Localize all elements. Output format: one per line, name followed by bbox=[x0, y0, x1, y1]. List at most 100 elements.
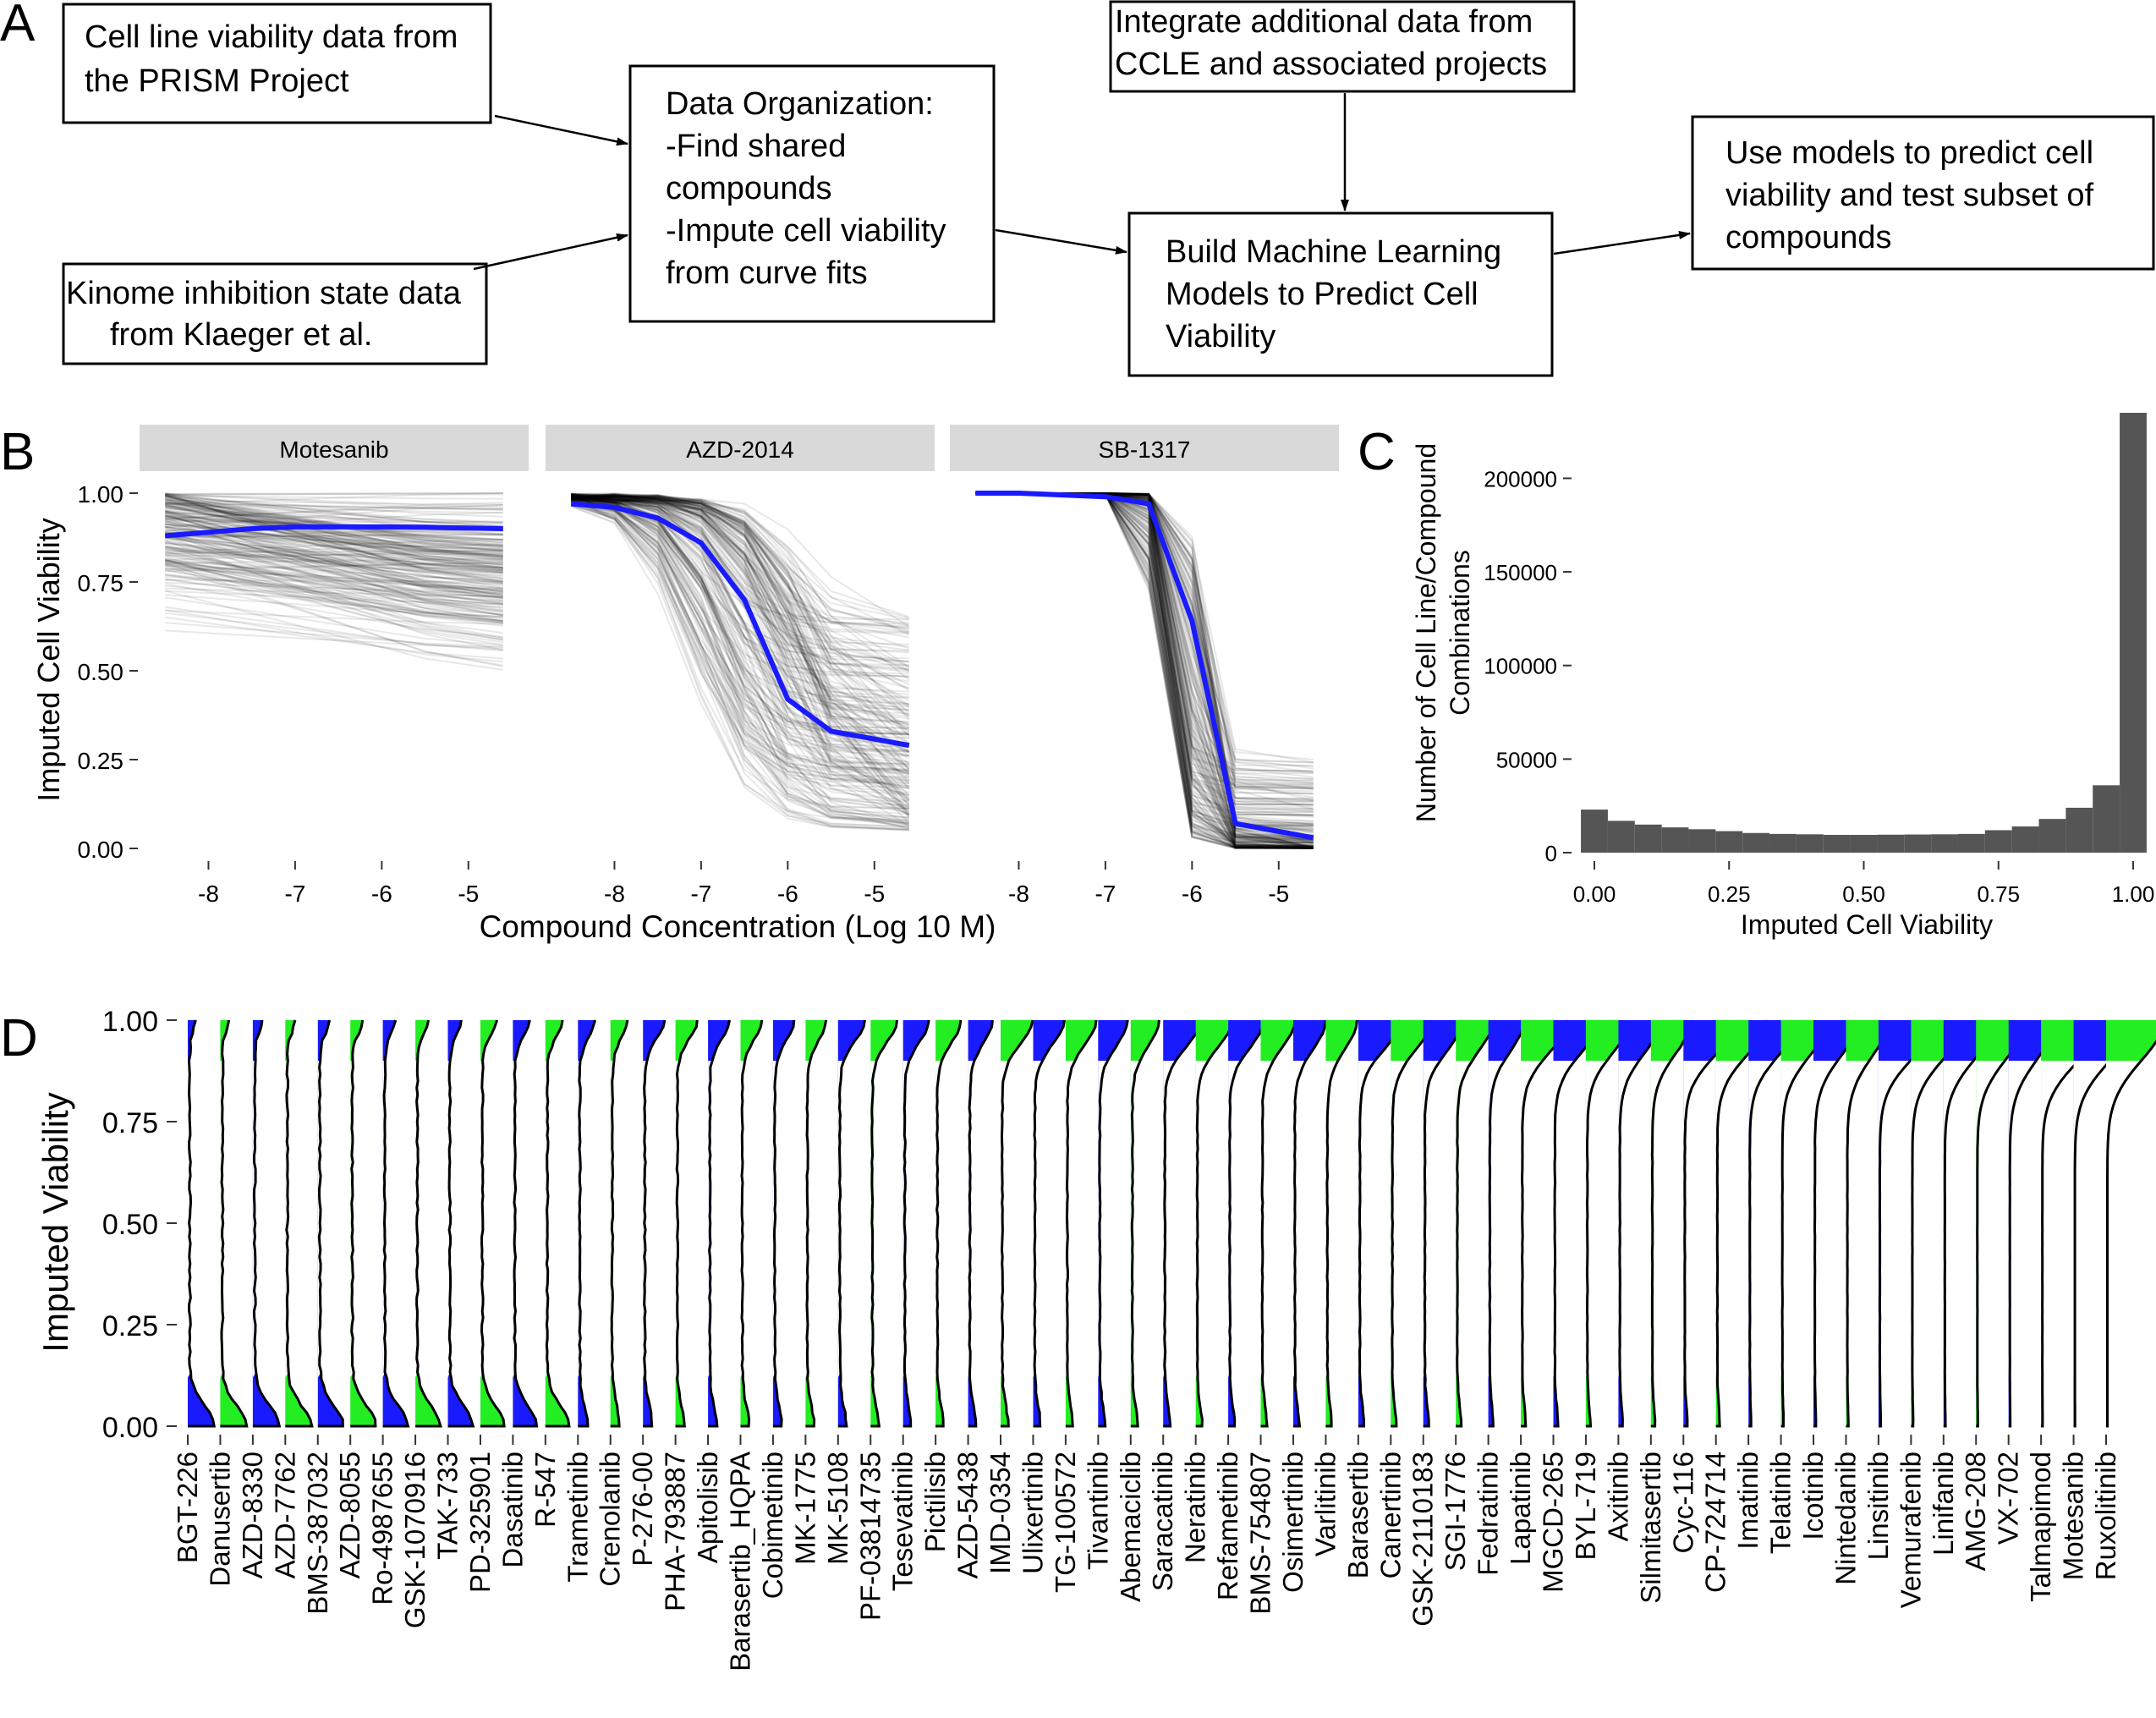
d-violin-outline bbox=[805, 1019, 828, 1428]
b-cell-line bbox=[570, 502, 909, 785]
b-cell-line bbox=[165, 616, 503, 660]
panel-letter-b: B bbox=[0, 423, 35, 481]
b-cell-line bbox=[164, 530, 503, 623]
d-violin bbox=[2040, 1019, 2106, 1445]
d-violin-outline bbox=[1976, 1019, 2027, 1428]
d-violin-outline bbox=[382, 1019, 410, 1428]
b-cell-line bbox=[571, 497, 910, 785]
d-violin bbox=[771, 1019, 796, 1445]
b-cell-line bbox=[571, 495, 910, 732]
b-cell-line bbox=[165, 582, 503, 594]
b-cell-line bbox=[165, 513, 503, 552]
b-cell-line bbox=[570, 496, 909, 832]
d-violin-outline bbox=[2041, 1019, 2106, 1428]
box-org-line-4: -Impute cell viability bbox=[666, 213, 946, 249]
b-cell-line bbox=[164, 497, 503, 570]
d-violin-fill bbox=[480, 1020, 505, 1426]
box-use-line-1: Use models to predict cell bbox=[1725, 135, 2093, 171]
b-cell-line bbox=[164, 558, 503, 641]
b-cell-line bbox=[571, 496, 910, 691]
b-cell-line bbox=[570, 505, 909, 821]
d-violin-outline bbox=[1488, 1019, 1526, 1428]
b-cell-line bbox=[571, 495, 910, 816]
d-violin bbox=[674, 1019, 699, 1445]
b-cell-line bbox=[571, 494, 910, 826]
b-cell-line bbox=[165, 590, 503, 606]
b-cell-line bbox=[164, 499, 503, 571]
b-cell-line bbox=[571, 496, 909, 766]
b-cell-line bbox=[571, 496, 910, 731]
b-cell-line bbox=[571, 495, 910, 801]
b-cell-line bbox=[571, 495, 910, 748]
d-violin-fill bbox=[1065, 1020, 1096, 1426]
b-cell-line bbox=[571, 496, 910, 797]
b-cell-line bbox=[571, 494, 910, 702]
b-cell-line bbox=[164, 494, 503, 583]
d-violin-outline bbox=[1000, 1019, 1034, 1428]
b-cell-line bbox=[571, 497, 910, 818]
b-ytick-label: 0.75 bbox=[78, 570, 124, 596]
arrow-org-to-ml bbox=[995, 228, 1127, 255]
b-cell-line bbox=[165, 629, 503, 649]
d-ytick-label: 1.00 bbox=[102, 1006, 158, 1038]
d-violin bbox=[1455, 1019, 1495, 1445]
b-cell-line bbox=[165, 499, 503, 506]
box-org-line-5: from curve fits bbox=[666, 255, 868, 291]
b-cell-line bbox=[165, 497, 503, 527]
d-xtick-label: Refametinib bbox=[1212, 1452, 1243, 1600]
d-xtick-label: CP-724714 bbox=[1700, 1452, 1731, 1593]
b-cell-line bbox=[165, 536, 503, 579]
c-xtick-label: 0.50 bbox=[1842, 881, 1885, 907]
b-cell-line bbox=[570, 493, 909, 757]
d-violin bbox=[1845, 1019, 1890, 1445]
d-violin bbox=[2072, 1019, 2136, 1445]
b-cell-line bbox=[571, 493, 910, 686]
d-violin-outline bbox=[1943, 1019, 1998, 1428]
d-violin bbox=[642, 1019, 667, 1445]
b-ytick-label: 0.00 bbox=[78, 837, 124, 863]
b-cell-line bbox=[570, 500, 909, 810]
b-cell-line bbox=[165, 505, 503, 554]
b-cell-line bbox=[571, 497, 909, 663]
d-violin-mask bbox=[1391, 1061, 1407, 1378]
b-cell-line bbox=[164, 534, 503, 622]
b-facet-0: Motesanib -8 -7 -6 -5 bbox=[140, 425, 529, 907]
b-cell-line bbox=[571, 497, 910, 797]
c-ytick-label: 100000 bbox=[1484, 654, 1557, 679]
d-violin bbox=[512, 1019, 539, 1445]
d-violin-fill bbox=[285, 1020, 312, 1426]
b-cell-line bbox=[165, 502, 503, 523]
b-cell-line bbox=[165, 574, 503, 609]
b-cell-line bbox=[165, 538, 503, 553]
d-xtick-label: IMD-0354 bbox=[985, 1452, 1016, 1574]
b-cell-line bbox=[571, 494, 910, 681]
b-cell-line bbox=[571, 496, 909, 723]
d-violin-fill bbox=[1163, 1020, 1201, 1426]
b-cell-line bbox=[165, 502, 503, 545]
b-cell-line bbox=[571, 496, 910, 738]
c-ytick-label: 50000 bbox=[1496, 747, 1557, 772]
b-cell-line bbox=[571, 493, 910, 810]
box-ml-line-1: Build Machine Learning bbox=[1166, 234, 1501, 270]
b-cell-line bbox=[571, 494, 910, 706]
b-cell-line bbox=[571, 493, 910, 689]
b-cell-line bbox=[571, 496, 909, 663]
b-cell-line bbox=[571, 495, 909, 756]
d-ytick-label: 0.75 bbox=[102, 1107, 158, 1139]
d-violin-outline bbox=[902, 1019, 930, 1428]
d-violin bbox=[967, 1019, 994, 1445]
d-xtick-label: Apitolisib bbox=[692, 1452, 723, 1563]
b-facet-1: AZD-2014 -8 -7 -6 -5 bbox=[546, 425, 935, 907]
b-cell-line bbox=[165, 557, 503, 592]
d-xtick-label: Osimertinib bbox=[1277, 1452, 1308, 1593]
box-prism: Cell line viability data from the PRISM … bbox=[62, 3, 492, 124]
b-cell-line bbox=[165, 501, 503, 543]
b-cell-line bbox=[165, 563, 503, 606]
b-cell-line bbox=[571, 495, 909, 705]
b-cell-line bbox=[165, 537, 503, 574]
b-cell-line bbox=[165, 492, 503, 508]
d-xtick-label: R-547 bbox=[529, 1452, 561, 1528]
b-cell-line bbox=[570, 502, 909, 779]
d-xtick-label: Ro-4987655 bbox=[367, 1452, 398, 1605]
